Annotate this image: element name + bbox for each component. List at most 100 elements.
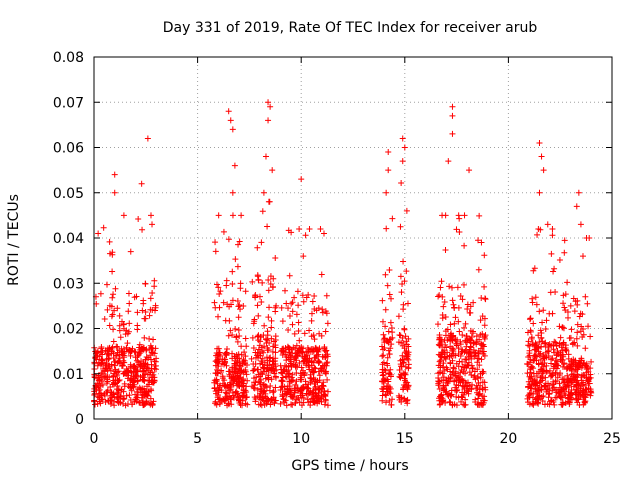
data-point: [397, 374, 404, 381]
data-point: [397, 273, 404, 280]
data-point: [459, 363, 466, 370]
data-point: [140, 361, 147, 368]
data-point: [127, 248, 134, 255]
data-point: [530, 320, 537, 327]
data-point: [566, 361, 573, 368]
data-point: [141, 389, 148, 396]
data-point: [436, 358, 443, 365]
data-point: [293, 396, 300, 403]
data-point: [218, 387, 225, 394]
data-point: [570, 383, 577, 390]
data-point: [443, 364, 450, 371]
data-point: [539, 397, 546, 404]
data-point: [289, 308, 296, 315]
data-point: [549, 232, 556, 239]
data-point: [574, 321, 581, 328]
data-point: [582, 386, 589, 393]
data-point: [150, 336, 157, 343]
data-point: [131, 365, 138, 372]
data-point: [295, 388, 302, 395]
data-point: [302, 232, 309, 239]
data-point: [255, 401, 262, 408]
data-point: [438, 349, 445, 356]
y-tick-label: 0.08: [53, 50, 84, 66]
data-point: [546, 390, 553, 397]
data-point: [215, 313, 222, 320]
data-point: [106, 322, 113, 329]
data-point: [152, 307, 159, 314]
data-point: [568, 389, 575, 396]
data-point: [576, 401, 583, 408]
data-point: [552, 362, 559, 369]
data-point: [249, 334, 256, 341]
data-point: [116, 355, 123, 362]
data-point: [404, 300, 411, 307]
data-point: [227, 396, 234, 403]
data-point: [388, 341, 395, 348]
data-point: [255, 277, 262, 284]
data-point: [389, 396, 396, 403]
data-point: [238, 351, 245, 358]
x-tick-label: 20: [499, 431, 517, 447]
data-point: [564, 279, 571, 286]
data-point: [457, 369, 464, 376]
data-point: [258, 357, 265, 364]
data-point: [472, 376, 479, 383]
data-point: [127, 352, 134, 359]
data-point: [147, 395, 154, 402]
data-point: [229, 268, 236, 275]
data-point: [542, 326, 549, 333]
data-point: [220, 228, 227, 235]
data-point: [296, 399, 303, 406]
data-point: [115, 377, 122, 384]
data-point: [258, 388, 265, 395]
data-point: [564, 395, 571, 402]
data-point: [272, 361, 279, 368]
data-point: [104, 281, 111, 288]
data-point: [270, 343, 277, 350]
data-point: [307, 371, 314, 378]
data-point: [134, 394, 141, 401]
data-point: [581, 399, 588, 406]
data-point: [118, 386, 125, 393]
data-point: [272, 397, 279, 404]
data-point: [127, 397, 134, 404]
data-point: [252, 354, 259, 361]
data-point: [317, 225, 324, 232]
data-point: [452, 368, 459, 375]
data-point: [538, 329, 545, 336]
data-point: [109, 311, 116, 318]
data-point: [385, 378, 392, 385]
data-point: [95, 230, 102, 237]
data-point: [129, 383, 136, 390]
data-point: [588, 358, 595, 365]
data-point: [399, 352, 406, 359]
data-point: [314, 357, 321, 364]
data-point: [111, 189, 118, 196]
data-point: [283, 391, 290, 398]
data-point: [279, 318, 286, 325]
data-point: [449, 401, 456, 408]
data-point: [293, 342, 300, 349]
data-point: [289, 394, 296, 401]
data-point: [223, 350, 230, 357]
data-point: [113, 393, 120, 400]
data-point: [120, 212, 127, 219]
data-point: [568, 365, 575, 372]
data-point: [319, 309, 326, 316]
data-point: [251, 316, 258, 323]
data-point: [536, 139, 543, 146]
data-point: [574, 342, 581, 349]
data-point: [557, 370, 564, 377]
data-point: [478, 295, 485, 302]
data-point: [463, 365, 470, 372]
data-point: [212, 239, 219, 246]
data-point: [296, 350, 303, 357]
data-point: [108, 345, 115, 352]
data-point: [263, 384, 270, 391]
data-point: [258, 344, 265, 351]
data-point: [547, 373, 554, 380]
data-point: [397, 223, 404, 230]
data-point: [116, 351, 123, 358]
data-point: [384, 282, 391, 289]
